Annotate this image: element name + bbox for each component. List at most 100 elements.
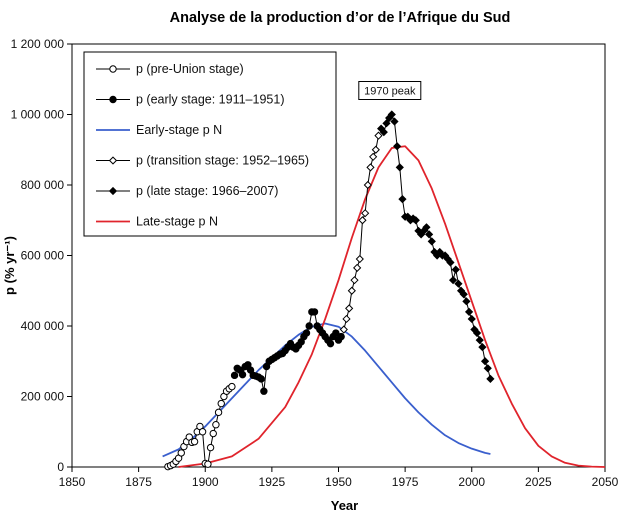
y-axis-title: p (% yr⁻¹): [2, 236, 17, 295]
data-point: [190, 437, 199, 446]
data-point: [305, 322, 313, 330]
y-tick-label: 0: [57, 460, 64, 474]
data-point: [209, 429, 217, 438]
series-line: [380, 114, 491, 379]
data-point: [446, 258, 455, 267]
data-point: [427, 237, 436, 246]
data-point: [212, 421, 220, 429]
data-point: [302, 329, 311, 337]
data-point: [332, 329, 340, 337]
y-tick-label: 200 000: [21, 390, 65, 404]
data-point: [369, 152, 378, 161]
series-line: [178, 145, 606, 468]
annotation-layer: 1970 peak: [358, 81, 422, 100]
data-point: [109, 95, 117, 104]
data-point: [230, 371, 239, 380]
data-point: [480, 357, 490, 366]
legend-box: [83, 51, 337, 237]
data-point: [448, 276, 458, 285]
data-point: [361, 209, 370, 218]
data-point: [214, 408, 223, 417]
data-point: [108, 186, 118, 196]
data-point: [350, 276, 359, 285]
x-tick-label: 1850: [59, 475, 86, 489]
data-point: [395, 163, 404, 172]
data-point: [217, 399, 225, 408]
data-point: [177, 449, 185, 457]
data-point: [451, 265, 460, 274]
x-tick-label: 1900: [192, 475, 219, 489]
data-point: [109, 65, 117, 73]
data-point: [347, 286, 356, 295]
legend: p (pre-Union stage) p (early stage: 1911–…: [83, 51, 337, 237]
data-point: [326, 339, 335, 348]
x-axis-title: Year: [331, 498, 358, 513]
data-point: [478, 343, 487, 352]
legend-item: Early-stage p N: [96, 123, 222, 137]
y-tick-label: 1 000 000: [11, 108, 65, 122]
legend-item: p (late stage: 1966–2007): [96, 184, 278, 198]
data-point: [374, 131, 383, 140]
data-point: [425, 230, 434, 239]
chart-title: Analyse de la production d’or de l’Afriq…: [169, 10, 511, 26]
series-1: [164, 382, 236, 471]
x-tick-label: 1875: [125, 475, 152, 489]
legend-label: p (late stage: 1966–2007): [136, 184, 278, 198]
data-point: [238, 370, 247, 379]
x-tick-label: 2025: [525, 475, 552, 489]
data-point: [464, 307, 474, 317]
data-point: [108, 156, 118, 165]
series-6: [178, 145, 606, 468]
x-tick-label: 1975: [392, 475, 419, 489]
y-tick-label: 400 000: [21, 319, 65, 333]
data-point: [355, 254, 364, 264]
data-point: [342, 314, 351, 324]
data-point: [337, 332, 345, 341]
legend-item: Late-stage p N: [96, 215, 218, 229]
data-point: [459, 290, 468, 299]
x-tick-label: 2050: [592, 475, 619, 489]
data-point: [353, 263, 362, 272]
legend-label: p (early stage: 1911–1951): [136, 93, 284, 107]
data-point: [257, 375, 265, 383]
data-point: [382, 119, 391, 128]
x-tick-label: 1950: [325, 475, 352, 489]
data-point: [398, 194, 407, 204]
data-point: [228, 382, 236, 391]
series-layer: [162, 110, 606, 471]
annotation-box: [358, 81, 422, 100]
axes: 1850 1875 1900 1925 1950 1975 2000 2025 2050 0 200…: [2, 37, 619, 513]
legend-label: Late-stage p N: [136, 215, 218, 229]
data-point: [454, 279, 463, 288]
legend-label: Early-stage p N: [136, 123, 222, 137]
data-point: [363, 180, 372, 190]
data-point: [462, 297, 471, 306]
data-point: [366, 163, 375, 172]
annotation-label: 1970 peak: [364, 86, 416, 98]
x-tick-label: 1925: [259, 475, 286, 489]
series-2: [230, 308, 345, 395]
x-tick-label: 2000: [458, 475, 485, 489]
data-point: [390, 117, 399, 126]
data-point: [358, 216, 367, 225]
data-point: [393, 142, 402, 151]
data-point: [472, 328, 482, 338]
data-point: [206, 443, 215, 452]
data-point: [339, 325, 348, 334]
legend-label: p (pre-Union stage): [136, 62, 244, 76]
y-tick-label: 600 000: [21, 249, 65, 263]
data-point: [387, 110, 396, 119]
data-point: [204, 460, 212, 468]
data-point: [310, 308, 319, 316]
data-point: [411, 216, 420, 225]
y-tick-label: 800 000: [21, 178, 65, 192]
legend-item: p (early stage: 1911–1951): [96, 93, 284, 107]
data-point: [486, 374, 495, 383]
series-line: [343, 135, 379, 330]
data-point: [260, 387, 268, 395]
data-point: [371, 145, 380, 154]
data-point: [345, 304, 354, 313]
legend-item: p (transition stage: 1952–1965): [96, 154, 309, 168]
data-point: [198, 428, 207, 436]
